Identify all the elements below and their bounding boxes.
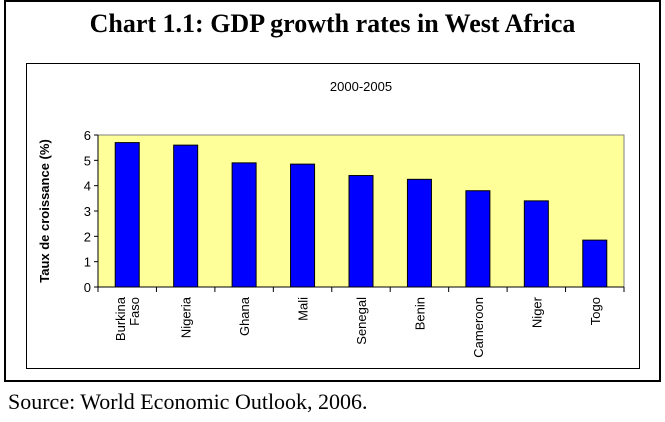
- bar: [582, 239, 608, 288]
- y-tick-label: 2: [84, 229, 91, 244]
- bar: [406, 178, 432, 288]
- y-tick-label: 1: [84, 255, 91, 270]
- x-tick-label: Mali: [296, 297, 311, 321]
- bar: [523, 200, 549, 288]
- x-tick-label: Cameroon: [471, 297, 486, 358]
- x-tick-label: Ghana: [237, 296, 252, 336]
- bar: [290, 163, 316, 288]
- x-tick-label: Faso: [127, 297, 142, 326]
- y-tick-label: 6: [84, 128, 91, 143]
- x-tick-label: Senegal: [354, 297, 369, 345]
- chart-frame: [4, 0, 661, 382]
- bar: [114, 142, 140, 288]
- bar-chart: 2000-2005 0 1 2 3 4 5 6 Taux de croissance (%) Bu…: [37, 79, 625, 358]
- bar: [173, 144, 199, 288]
- y-tick-label: 3: [84, 204, 91, 219]
- bar: [465, 190, 491, 288]
- bar: [348, 175, 374, 288]
- x-tick-label: Burkina: [113, 296, 128, 341]
- x-tick-label: Togo: [588, 297, 603, 325]
- bar: [231, 162, 257, 288]
- y-tick-label: 4: [84, 179, 91, 194]
- x-tick-label: Benin: [412, 297, 427, 330]
- y-tick-label: 5: [84, 153, 91, 168]
- chart-area: 2000-2005 0 1 2 3 4 5 6 Taux de croissance (%) Bu…: [26, 63, 640, 369]
- x-tick-label: Nigeria: [179, 296, 194, 338]
- source-note: Source: World Economic Outlook, 2006.: [8, 389, 368, 414]
- chart-subtitle: 2000-2005: [330, 79, 392, 94]
- y-tick-label: 0: [84, 280, 91, 295]
- chart-title: Chart 1.1: GDP growth rates in West Afri…: [89, 9, 576, 38]
- x-tick-label: Niger: [529, 296, 544, 328]
- y-axis-label: Taux de croissance (%): [37, 139, 52, 283]
